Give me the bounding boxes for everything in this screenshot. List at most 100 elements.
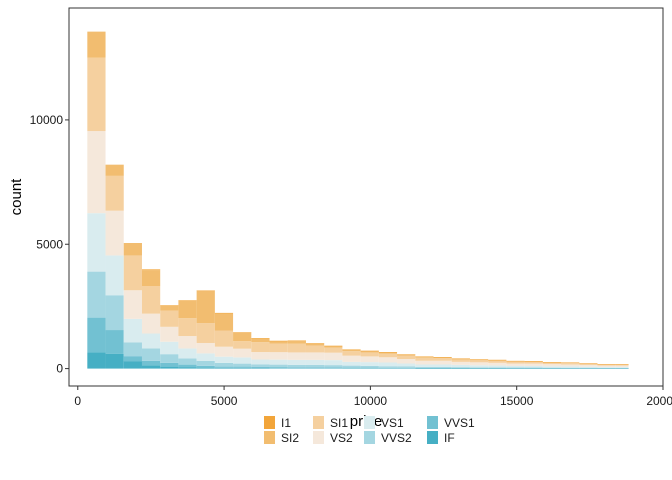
bar-vvs2-13 [324, 365, 343, 368]
bar-i1-6 [196, 290, 215, 292]
bar-vs2-10 [269, 352, 288, 360]
bar-si1-15 [360, 352, 379, 357]
bar-vs1-25 [542, 366, 562, 368]
bar-i1-4 [160, 305, 179, 306]
bar-si2-24 [524, 361, 543, 363]
bar-si2-14 [342, 349, 361, 352]
bar-vs2-24 [524, 363, 543, 367]
bar-if-1 [105, 353, 124, 369]
legend-label-si2: SI2 [281, 431, 299, 445]
bar-si2-16 [378, 352, 398, 354]
bar-vs1-26 [561, 366, 580, 368]
bar-vvs1-5 [178, 364, 197, 368]
bar-si2-12 [305, 343, 325, 346]
bar-vvs2-5 [178, 358, 197, 365]
bar-i1-17 [397, 354, 416, 355]
bar-si2-6 [196, 290, 215, 324]
bar-i1-11 [287, 340, 306, 341]
bar-i1-8 [233, 332, 252, 333]
legend-swatch-si2 [264, 431, 275, 444]
bar-i1-10 [269, 340, 288, 342]
bar-vvs2-12 [305, 364, 325, 368]
bar-vs1-1 [105, 255, 124, 296]
bar-vvs1-16 [378, 367, 398, 369]
bar-vvs1-6 [196, 365, 215, 368]
bar-vvs2-17 [397, 366, 416, 368]
legend-swatch-vvs2 [364, 431, 375, 444]
bar-vvs2-25 [542, 367, 562, 369]
bar-si2-0 [87, 31, 106, 58]
bar-si1-6 [196, 323, 215, 343]
bar-vs2-21 [469, 362, 489, 366]
bar-if-7 [214, 367, 234, 369]
bar-if-15 [360, 368, 379, 369]
bar-i1-3 [141, 269, 161, 271]
bar-vvs1-3 [141, 360, 161, 366]
bar-if-3 [141, 365, 161, 369]
bar-if-21 [469, 368, 489, 369]
bar-vs1-16 [378, 362, 398, 367]
legend-swatch-vs1 [364, 416, 375, 429]
y-tick-label: 0 [56, 362, 63, 376]
bar-if-19 [433, 368, 452, 369]
bar-vvs1-7 [214, 366, 234, 368]
bar-i1-14 [342, 349, 361, 350]
bar-si1-23 [506, 361, 525, 364]
bar-i1-19 [433, 357, 452, 358]
bar-i1-12 [305, 343, 325, 344]
y-tick-label: 5000 [36, 237, 63, 251]
bar-vvs2-0 [87, 271, 106, 318]
bar-i1-20 [451, 358, 470, 359]
bar-vs2-13 [324, 352, 343, 361]
bar-vvs2-24 [524, 367, 543, 369]
bar-si1-1 [105, 175, 124, 211]
bar-vvs1-1 [105, 330, 124, 354]
bar-si1-12 [305, 345, 325, 353]
bar-if-18 [415, 368, 434, 369]
bar-vs1-17 [397, 363, 416, 367]
bar-vs1-24 [524, 366, 543, 368]
bar-vs1-8 [233, 357, 252, 364]
bar-si2-8 [233, 332, 252, 342]
bar-vvs1-15 [360, 367, 379, 369]
bar-i1-21 [469, 359, 489, 360]
bar-if-10 [269, 368, 288, 369]
bar-si1-3 [141, 286, 161, 314]
bar-vvs1-4 [160, 362, 179, 367]
bar-vs2-20 [451, 361, 470, 365]
bar-si2-5 [178, 300, 197, 319]
bar-vvs2-6 [196, 360, 215, 366]
bar-si1-7 [214, 330, 234, 347]
bar-si1-0 [87, 57, 106, 132]
bar-si1-10 [269, 343, 288, 353]
bar-vvs1-20 [451, 367, 470, 369]
bar-vs2-9 [251, 352, 270, 360]
bar-vvs1-18 [415, 367, 434, 369]
bar-vvs2-18 [415, 366, 434, 368]
bar-vs2-27 [579, 364, 598, 367]
bar-si2-17 [397, 354, 416, 356]
bar-vs1-0 [87, 213, 106, 272]
bar-vs2-11 [287, 352, 306, 360]
bar-vvs2-7 [214, 362, 234, 367]
bar-vvs1-9 [251, 366, 270, 368]
bar-si1-13 [324, 347, 343, 353]
bar-vvs1-14 [342, 367, 361, 369]
y-axis-title: count [8, 178, 25, 216]
bar-vs2-7 [214, 346, 234, 357]
bar-if-20 [451, 368, 470, 369]
bar-i1-27 [579, 363, 598, 364]
bar-vs1-28 [597, 367, 616, 368]
bar-si1-18 [415, 357, 434, 361]
bar-si2-9 [251, 338, 270, 343]
bar-vs2-14 [342, 355, 361, 362]
bar-vs1-20 [451, 364, 470, 368]
legend-swatch-si1 [313, 416, 324, 429]
bar-vvs1-17 [397, 367, 416, 369]
bar-vvs2-15 [360, 365, 379, 368]
bar-vvs1-23 [506, 368, 525, 369]
bar-vvs2-11 [287, 364, 306, 368]
y-tick-label: 10000 [30, 113, 64, 127]
bar-si2-22 [488, 359, 507, 361]
